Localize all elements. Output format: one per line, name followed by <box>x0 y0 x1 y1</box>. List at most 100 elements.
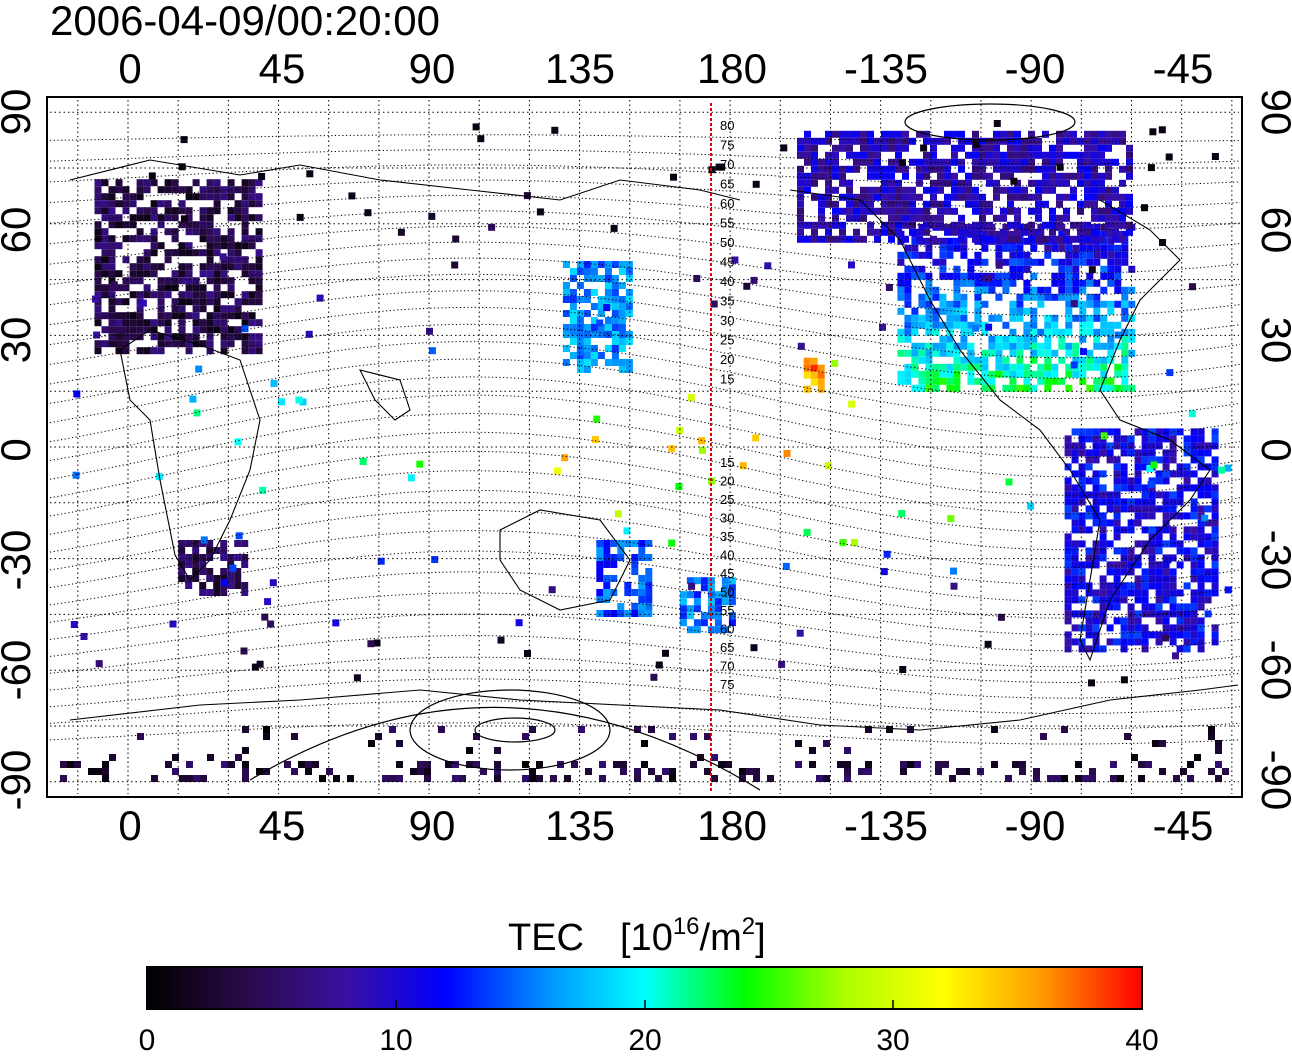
tec-cell <box>965 179 972 187</box>
tec-cell <box>604 289 612 296</box>
tec-cell <box>242 747 249 754</box>
tec-cell <box>1141 610 1149 618</box>
tec-cell <box>1007 221 1014 229</box>
tec-cell <box>95 768 102 775</box>
tec-cell <box>967 356 975 364</box>
tec-cell <box>1071 554 1079 562</box>
tec-cell <box>953 244 961 252</box>
tec-cell <box>199 554 207 561</box>
tec-cell <box>967 370 975 378</box>
tec-cell <box>1072 286 1080 294</box>
tec-cell <box>937 165 944 173</box>
mag-contour <box>49 306 1241 379</box>
tec-cell <box>1100 432 1108 440</box>
tec-cell <box>1183 477 1191 485</box>
tec-cell <box>972 207 979 215</box>
tec-cell <box>220 312 228 320</box>
colorbar-unit-close: ] <box>755 917 766 959</box>
tec-cell <box>944 200 951 208</box>
tec-cell <box>229 564 237 572</box>
tec-cell <box>241 263 249 271</box>
tec-cell <box>1058 230 1066 238</box>
tec-cell <box>797 165 804 173</box>
tec-cell <box>951 228 958 236</box>
tec-cell <box>1093 258 1101 266</box>
south-pole-contour <box>249 706 761 791</box>
tec-cell <box>185 284 193 292</box>
tec-cell <box>1121 244 1129 252</box>
tec-cell <box>867 151 874 159</box>
tec-cell <box>825 235 832 243</box>
mag-contour <box>49 341 1241 419</box>
tec-cell <box>1113 582 1121 590</box>
tec-cell <box>1110 775 1117 782</box>
tec-cell <box>753 775 760 782</box>
tec-cell <box>1044 356 1052 364</box>
tec-cell <box>185 340 193 348</box>
tec-cell <box>451 261 459 269</box>
tec-cell <box>213 547 221 554</box>
tec-cell <box>1084 228 1091 236</box>
tec-cell <box>171 249 179 257</box>
tec-cell <box>1211 638 1219 646</box>
tec-cell <box>1155 575 1163 583</box>
tec-cell <box>94 179 102 187</box>
tec-cell <box>219 253 227 261</box>
tec-cell <box>108 193 116 201</box>
tec-cell <box>206 270 214 278</box>
tec-cell <box>1141 526 1149 534</box>
tec-cell <box>860 235 867 243</box>
tec-cell <box>804 235 811 243</box>
tec-cell <box>1162 456 1170 464</box>
tec-cell <box>1091 235 1098 243</box>
tec-cell <box>136 256 144 264</box>
tec-cell <box>136 207 144 215</box>
tec-cell <box>248 263 256 271</box>
tec-cell <box>524 650 531 657</box>
tec-cell <box>853 214 860 222</box>
tec-cell <box>583 345 591 352</box>
tec-cell <box>610 224 618 232</box>
tec-cell <box>638 540 646 547</box>
tec-cell <box>220 579 228 587</box>
tec-cell <box>645 589 653 596</box>
south-pole-contour <box>409 689 611 771</box>
tec-cell <box>972 151 979 159</box>
tec-cell <box>1064 442 1072 450</box>
tec-cell <box>860 137 867 145</box>
tec-cell <box>1070 151 1077 159</box>
tec-cell <box>1085 477 1093 485</box>
tec-cell <box>1065 279 1073 287</box>
tec-cell <box>958 221 965 229</box>
tec-cell <box>241 325 249 333</box>
tec-cell <box>1121 356 1129 364</box>
tec-cell <box>1079 370 1087 378</box>
tec-cell <box>728 591 736 599</box>
tec-cell <box>122 333 130 341</box>
tec-cell <box>918 321 926 329</box>
tec-cell <box>1106 561 1114 569</box>
tec-cell <box>795 761 802 768</box>
mag-contour <box>49 241 1241 296</box>
mag-lat-label-north: 65 <box>720 177 734 192</box>
tec-cell <box>291 768 298 775</box>
tec-cell <box>1162 589 1170 597</box>
tec-cell <box>904 300 912 308</box>
tec-cell <box>669 733 676 740</box>
tec-cell <box>1007 172 1014 180</box>
tec-cell <box>1099 603 1107 611</box>
tec-cell <box>937 172 944 180</box>
tec-cell <box>326 768 333 775</box>
tec-cell <box>925 314 933 322</box>
tec-cell <box>823 740 830 747</box>
tec-cell <box>778 660 786 668</box>
timestamp-title: 2006-04-09/00:20:00 <box>50 0 440 44</box>
tec-cell <box>305 761 312 768</box>
tec-cell <box>206 568 214 575</box>
tec-cell <box>1071 561 1079 569</box>
tec-cell <box>206 249 214 257</box>
tec-cell <box>953 237 961 245</box>
mag-contour <box>49 656 1241 699</box>
tec-cell <box>867 172 874 180</box>
tec-cell <box>700 619 708 627</box>
